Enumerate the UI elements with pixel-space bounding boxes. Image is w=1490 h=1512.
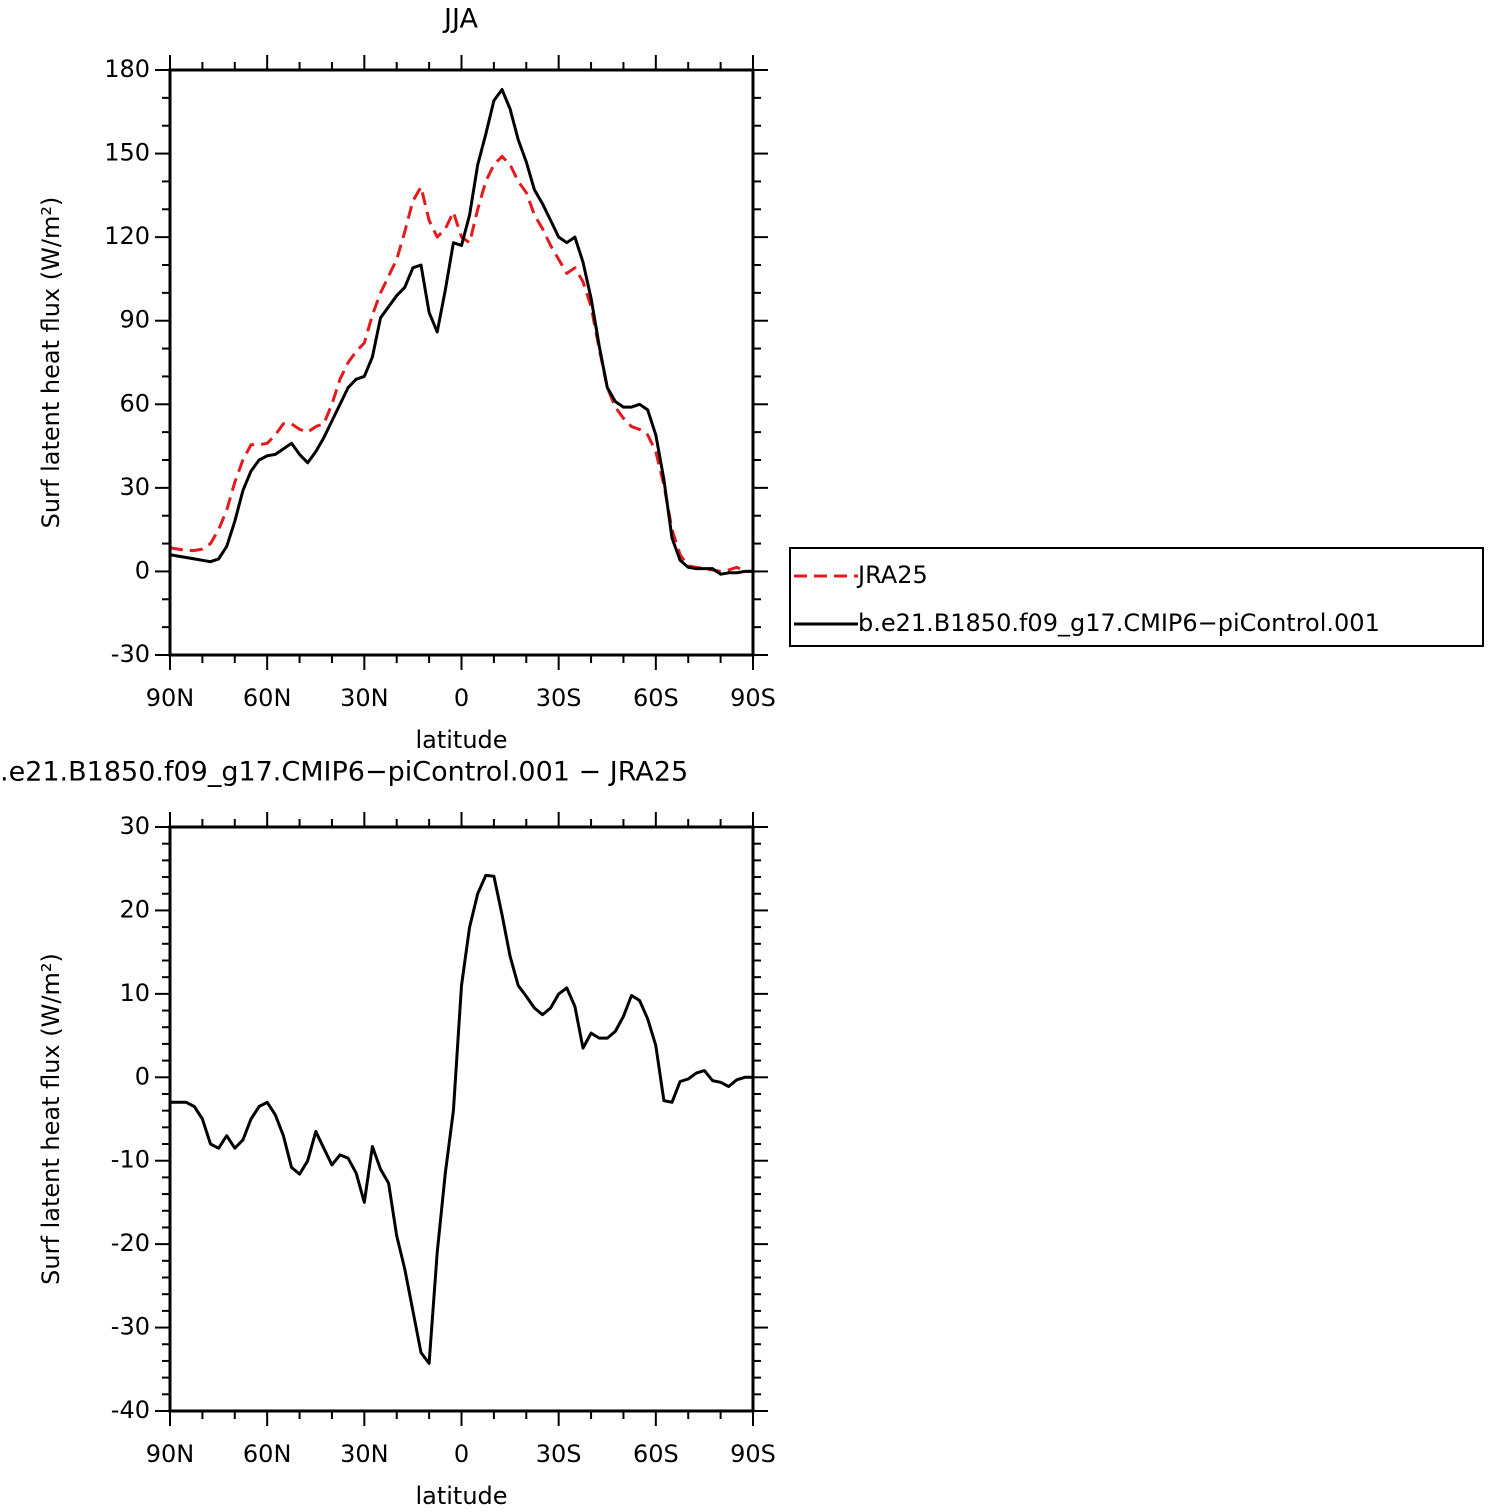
x-axis-label: latitude [415,1482,507,1510]
data-line [169,88,753,576]
x-tick-label: 0 [454,1440,469,1468]
y-tick-label: -10 [111,1146,150,1174]
x-tick-label: 30S [536,684,582,712]
x-tick-label: 90S [730,1440,776,1468]
y-tick-label: 90 [119,306,150,334]
chart-title: JJA [442,4,478,35]
y-tick-label: 150 [104,139,150,167]
data-line [170,873,753,1365]
x-tick-label: 90N [146,684,195,712]
y-tick-label: 30 [119,473,150,501]
y-tick-label: 30 [119,812,150,840]
y-tick-label: 180 [104,55,150,83]
data-line [169,154,753,573]
chart-title: .e21.B1850.f09_g17.CMIP6−piControl.001 −… [0,757,688,788]
x-tick-label: 60S [633,684,679,712]
plot-frame [168,825,755,1413]
y-tick-label: 120 [104,222,150,250]
y-tick-label: -20 [111,1229,150,1257]
x-axis-label: latitude [415,726,507,754]
x-tick-label: 60S [633,1440,679,1468]
plot-frame [168,68,755,657]
y-tick-label: -40 [111,1396,150,1424]
x-tick-label: 90S [730,684,776,712]
x-tick-label: 0 [454,684,469,712]
x-tick-label: 90N [146,1440,195,1468]
y-axis-label: Surf latent heat flux (W/m²) [37,197,65,529]
y-tick-label: 60 [119,389,150,417]
legend-label: b.e21.B1850.f09_g17.CMIP6−piControl.001 [858,609,1380,637]
y-tick-label: -30 [111,1313,150,1341]
legend-label: JRA25 [856,561,928,589]
x-tick-label: 60N [243,684,292,712]
x-tick-label: 60N [243,1440,292,1468]
y-tick-label: 10 [119,979,150,1007]
y-tick-label: -30 [111,640,150,668]
x-tick-label: 30S [536,1440,582,1468]
y-axis-label: Surf latent heat flux (W/m²) [37,953,65,1285]
legend-box [789,547,1484,647]
y-tick-label: 0 [135,1062,150,1090]
x-tick-label: 30N [340,1440,389,1468]
y-tick-label: 20 [119,895,150,923]
x-tick-label: 30N [340,684,389,712]
y-tick-label: 0 [135,556,150,584]
